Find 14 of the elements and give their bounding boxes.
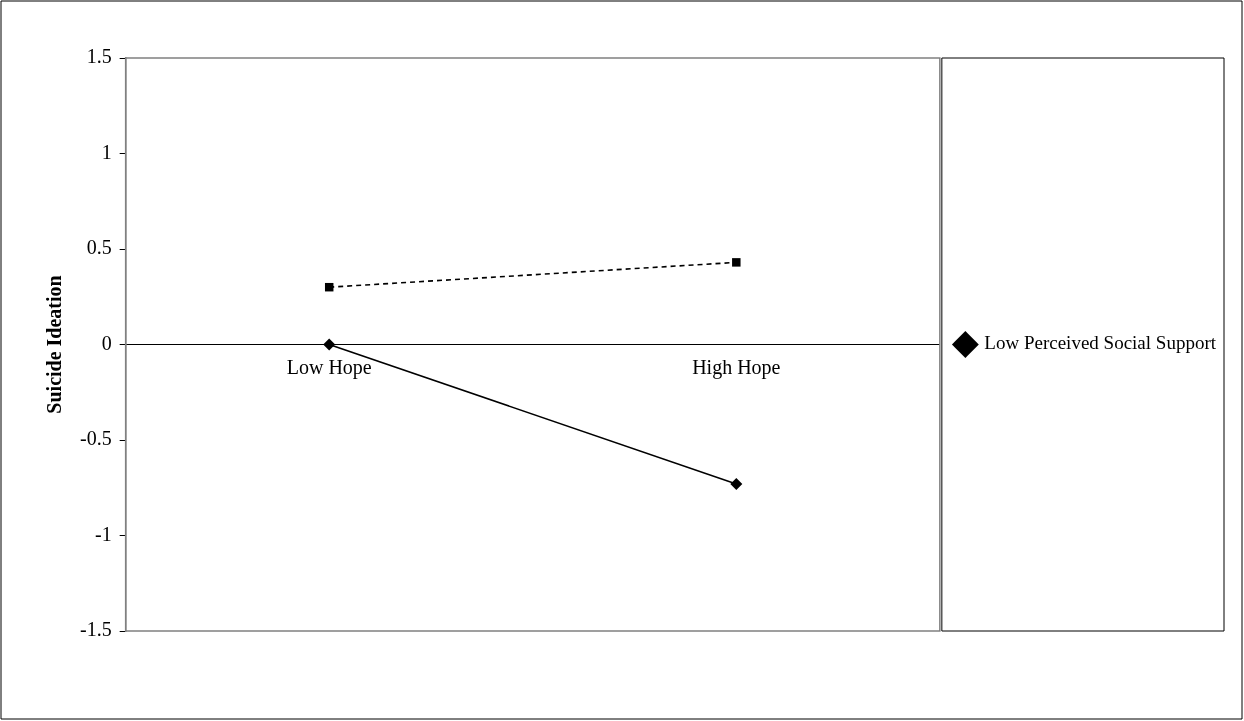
- x-tick-label: Low Hope: [286, 355, 372, 379]
- point: [732, 258, 741, 267]
- y-tick-label: -1: [94, 522, 112, 545]
- point: [323, 338, 336, 351]
- y-tick-label: 1.5: [86, 45, 112, 68]
- y-tick-label: 0: [101, 331, 112, 354]
- x-tick-label: High Hope: [692, 355, 781, 379]
- y-tick-label: 0.5: [86, 236, 112, 259]
- y-tick-label: 1: [101, 140, 112, 163]
- y-tick-label: -1.5: [79, 618, 112, 641]
- legend-label: Low Perceived Social Support: [984, 332, 1217, 354]
- y-tick-label: -0.5: [79, 427, 112, 450]
- y-axis-title: Suicide Ideation: [43, 275, 66, 414]
- point: [730, 477, 743, 490]
